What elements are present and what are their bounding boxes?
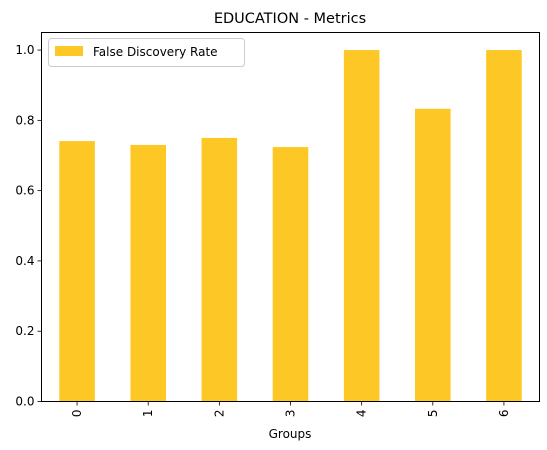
x-tick-label: 2: [212, 410, 226, 418]
x-axis: 0 1 2 3 4 5 6: [70, 401, 511, 418]
y-axis: 0.0 0.2 0.4 0.6 0.8 1.0: [15, 43, 42, 409]
y-tick-label: 0.8: [15, 113, 34, 127]
x-axis-label: Groups: [269, 427, 312, 441]
legend-swatch: [55, 46, 83, 56]
chart-title: EDUCATION - Metrics: [214, 11, 366, 27]
y-tick-label: 0.6: [15, 184, 34, 198]
x-tick-label: 5: [426, 410, 440, 418]
x-tick-label: 0: [70, 410, 84, 418]
y-tick-label: 0.2: [15, 324, 34, 338]
plot-frame: [41, 32, 540, 402]
legend-label: False Discovery Rate: [93, 45, 218, 59]
y-tick-label: 0.4: [15, 254, 34, 268]
y-tick-label: 1.0: [15, 43, 34, 57]
bars-group: [59, 50, 522, 402]
bar-1: [130, 144, 166, 402]
legend: False Discovery Rate: [48, 38, 245, 67]
x-tick-label: 3: [284, 410, 298, 418]
bar-6: [486, 50, 522, 402]
x-tick-label: 1: [141, 410, 155, 418]
bar-5: [415, 108, 451, 402]
bar-4: [343, 50, 380, 402]
x-tick-label: 6: [497, 410, 511, 418]
bar-3: [272, 147, 309, 402]
bar-2: [201, 137, 238, 402]
legend-box: [48, 38, 245, 67]
bar-0: [59, 141, 95, 402]
y-tick-label: 0.0: [15, 395, 34, 409]
x-tick-label: 4: [355, 410, 369, 418]
